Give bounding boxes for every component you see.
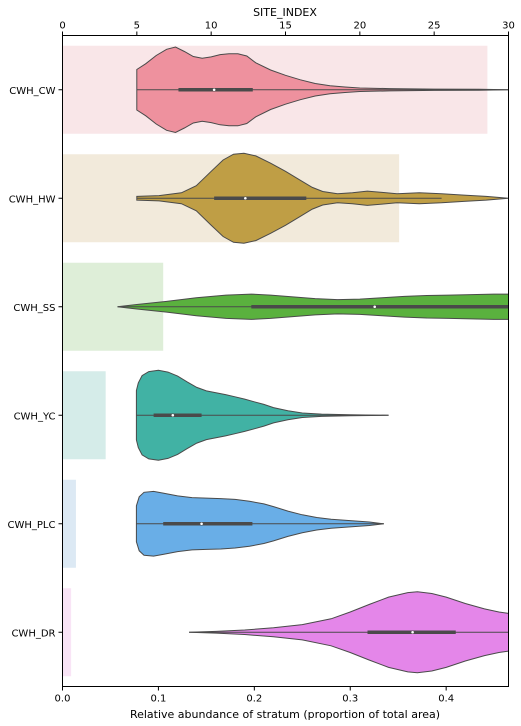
category-label-cwh-ss: CWH_SS <box>13 303 55 314</box>
abundance-bar-cwh-plc <box>62 479 76 568</box>
abundance-bars <box>62 45 488 677</box>
top-axis-label: SITE_INDEX <box>253 6 317 19</box>
bottom-tick-label: 0.4 <box>438 694 454 705</box>
violin-cwh-yc <box>135 369 389 461</box>
abundance-bar-cwh-dr <box>62 588 72 677</box>
site-index-violins <box>117 46 509 674</box>
violin-cwh-dr <box>189 591 509 674</box>
top-tick-label: 15 <box>279 21 292 32</box>
violin-median <box>411 630 414 634</box>
bottom-axis-label: Relative abundance of stratum (proportio… <box>130 708 440 721</box>
bottom-tick-label: 0.0 <box>55 694 71 705</box>
violin-median <box>244 196 247 200</box>
top-tick-label: 10 <box>205 21 218 32</box>
violin-cwh-hw <box>136 152 509 244</box>
bottom-tick-label: 0.3 <box>342 694 358 705</box>
top-tick-label: 5 <box>134 21 140 32</box>
violin-median <box>200 522 203 526</box>
category-label-cwh-cw: CWH_CW <box>9 86 55 97</box>
violin-median <box>171 413 175 417</box>
category-label-cwh-hw: CWH_HW <box>9 194 56 205</box>
abundance-bar-cwh-yc <box>62 371 106 460</box>
top-tick-label: 20 <box>353 21 366 32</box>
top-tick-label: 0 <box>59 21 65 32</box>
violin-median <box>212 88 216 92</box>
top-tick-label: 25 <box>428 21 441 32</box>
violin-cwh-plc <box>135 490 384 557</box>
bottom-axis-ticks: 0.0 0.1 0.2 0.3 0.4 <box>55 686 454 705</box>
top-tick-label: 30 <box>502 21 515 32</box>
category-labels: CWH_CW CWH_HW CWH_SS CWH_YC CWH_PLC CWH_DR <box>8 86 63 639</box>
violin-median <box>373 305 377 309</box>
top-axis-ticks: 0 5 10 15 20 25 30 <box>59 21 515 36</box>
category-label-cwh-dr: CWH_DR <box>11 628 55 639</box>
violin-cwh-cw <box>136 46 509 134</box>
category-label-cwh-yc: CWH_YC <box>14 411 56 422</box>
category-label-cwh-plc: CWH_PLC <box>8 520 56 531</box>
bottom-tick-label: 0.2 <box>246 694 262 705</box>
violin-cwh-ss <box>117 293 509 320</box>
bottom-tick-label: 0.1 <box>150 694 166 705</box>
